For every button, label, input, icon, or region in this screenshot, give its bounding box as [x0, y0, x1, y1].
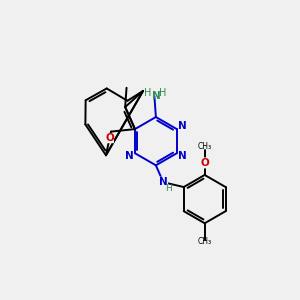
Text: N: N: [159, 177, 168, 187]
Text: O: O: [200, 158, 209, 168]
Text: H: H: [159, 88, 166, 98]
Text: H: H: [144, 88, 152, 98]
Text: N: N: [178, 121, 187, 131]
Text: N: N: [178, 152, 187, 161]
Text: CH₃: CH₃: [198, 142, 212, 151]
Text: N: N: [125, 152, 134, 161]
Text: H: H: [165, 184, 172, 193]
Text: N: N: [152, 91, 160, 101]
Text: O: O: [105, 133, 114, 143]
Text: CH₃: CH₃: [198, 237, 212, 246]
